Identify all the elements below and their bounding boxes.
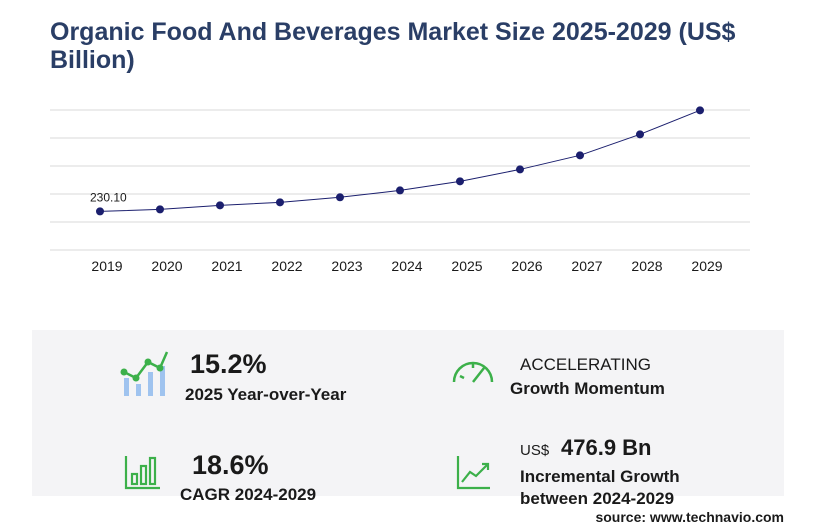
x-tick-label: 2024 [391, 258, 422, 274]
stat-label: between 2024-2029 [520, 489, 674, 508]
x-tick-label: 2020 [151, 258, 182, 274]
x-tick-label: 2028 [631, 258, 662, 274]
point [696, 106, 704, 115]
x-tick-label: 2021 [211, 258, 242, 274]
point [276, 198, 284, 207]
stat-label: CAGR 2024-2029 [180, 485, 316, 504]
chart-title: Organic Food And Beverages Market Size 2… [50, 18, 736, 74]
stat-label: Growth Momentum [510, 379, 665, 398]
stat-value: 15.2% [190, 349, 267, 379]
point [96, 207, 104, 216]
point [156, 205, 164, 214]
data-label: 230.10 [90, 190, 127, 204]
icon-growth [120, 351, 169, 396]
point [336, 193, 344, 202]
plot: 2019 2020 2021 2022 2023 2024 2025 2026 2027 2028… [50, 106, 750, 274]
point [576, 151, 584, 160]
point [456, 177, 464, 186]
stat-unit: US$ [520, 442, 550, 459]
point [396, 186, 404, 195]
x-tick-label: 2019 [91, 258, 122, 274]
x-tick-label: 2022 [271, 258, 302, 274]
icon-gauge [452, 361, 494, 383]
point [516, 165, 524, 174]
source: source: www.technavio.com [595, 509, 784, 525]
stat-value: 18.6% [192, 450, 269, 480]
stat-label: Incremental Growth [520, 467, 680, 486]
stat-value: 476.9 Bn [561, 435, 652, 460]
icon-trend [456, 456, 490, 490]
x-tick-label: 2023 [331, 258, 362, 274]
x-tick-label: 2025 [451, 258, 482, 274]
stat-label: 2025 Year-over-Year [185, 385, 347, 404]
point [636, 130, 644, 139]
x-tick-label: 2026 [511, 258, 542, 274]
x-tick-label: 2027 [571, 258, 602, 274]
stats-panel [32, 330, 784, 496]
icon-bars [124, 456, 160, 490]
point [216, 201, 224, 210]
stat-value: ACCELERATING [520, 355, 651, 374]
x-tick-label: 2029 [691, 258, 722, 274]
